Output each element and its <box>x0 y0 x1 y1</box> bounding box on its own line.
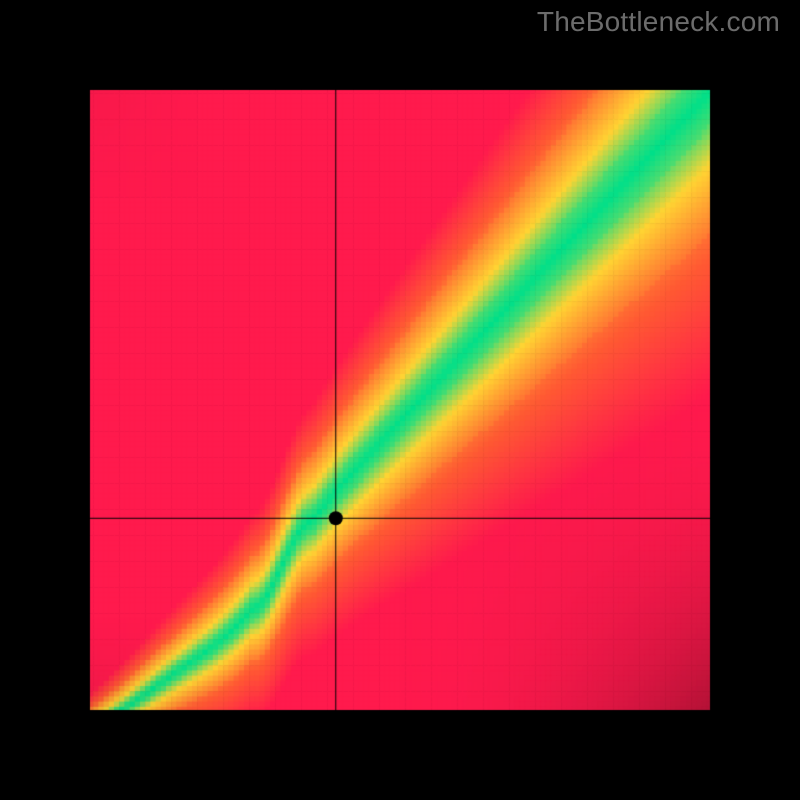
bottleneck-heatmap-canvas <box>0 0 800 800</box>
watermark-text: TheBottleneck.com <box>537 6 780 38</box>
chart-frame: TheBottleneck.com <box>0 0 800 800</box>
